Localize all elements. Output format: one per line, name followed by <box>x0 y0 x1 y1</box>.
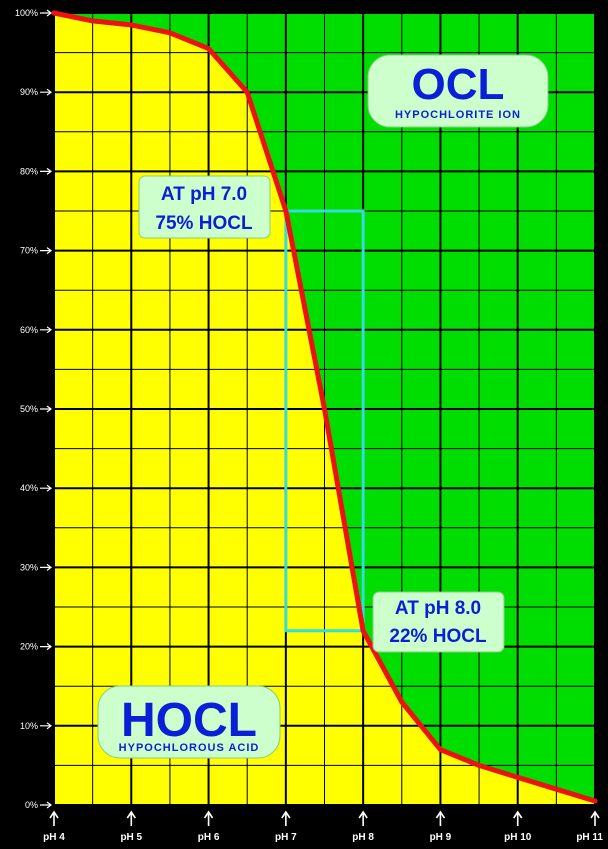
y-tick-arrow <box>40 247 52 255</box>
y-tick-arrow <box>40 405 52 413</box>
callout-ph8-line2: 22% HOCL <box>389 626 487 647</box>
hocl-curve <box>51 10 598 804</box>
highlight-box <box>284 209 365 633</box>
callout-ph7-line1: AT pH 7.0 <box>161 184 247 205</box>
y-tick-arrow <box>40 9 52 17</box>
y-tick-arrow <box>40 326 52 334</box>
x-tick-arrow <box>281 810 291 826</box>
x-tick-label: pH 8 <box>352 832 374 843</box>
ocl-label: OCL HYPOCHLORITE ION <box>367 54 549 128</box>
ocl-subtitle: HYPOCHLORITE ION <box>395 109 521 121</box>
x-tick-label: pH 6 <box>198 832 220 843</box>
x-tick-arrow <box>126 810 136 826</box>
y-tick-label: 50% <box>20 404 38 414</box>
y-tick-label: 10% <box>20 721 38 731</box>
x-axis: pH 4 pH 5 pH 6 pH 7 pH 8 pH 9 pH 10 pH 11 <box>43 810 603 843</box>
y-tick-label: 90% <box>20 87 38 97</box>
y-tick-arrow <box>40 167 52 175</box>
y-tick-arrow <box>40 722 52 730</box>
hocl-subtitle: HYPOCHLOROUS ACID <box>119 742 260 754</box>
y-tick-label: 80% <box>20 166 38 176</box>
x-tick-arrow <box>590 810 600 826</box>
x-tick-arrow <box>435 810 446 826</box>
y-tick-arrow <box>40 484 52 492</box>
x-tick-label: pH 4 <box>43 832 65 843</box>
y-tick-label: 30% <box>20 562 38 572</box>
callout-ph7-line2: 75% HOCL <box>155 213 253 234</box>
x-tick-arrow <box>513 810 523 826</box>
x-tick-arrow <box>358 810 368 826</box>
callout-ph8: AT pH 8.0 22% HOCL <box>372 591 505 653</box>
y-tick-label: 60% <box>20 325 38 335</box>
y-tick-label: 20% <box>20 642 38 652</box>
y-tick-label: 100% <box>15 8 38 18</box>
plot-frame <box>53 12 596 806</box>
y-tick-label: 40% <box>20 483 38 493</box>
x-tick-label: pH 11 <box>576 832 603 843</box>
y-tick-label: 70% <box>20 246 38 256</box>
y-tick-label: 0% <box>25 800 38 810</box>
x-tick-label: pH 10 <box>504 832 532 843</box>
ocl-title: OCL <box>412 60 505 109</box>
x-tick-arrow <box>203 810 214 826</box>
y-tick-arrow <box>40 563 52 571</box>
y-axis: 0% 10% 20% 30% 40% 50% 60% 70% 80% 90% 100% <box>15 8 52 810</box>
x-tick-arrow <box>49 810 59 826</box>
x-tick-label: pH 5 <box>120 832 142 843</box>
hocl-label: HOCL HYPOCHLOROUS ACID <box>97 685 281 759</box>
x-tick-label: pH 9 <box>430 832 452 843</box>
callout-ph7: AT pH 7.0 75% HOCL <box>138 175 271 239</box>
y-tick-arrow <box>40 643 52 651</box>
hocl-title: HOCL <box>121 694 257 747</box>
x-tick-label: pH 7 <box>275 832 297 843</box>
y-tick-arrow <box>40 801 52 809</box>
y-tick-arrow <box>40 88 52 96</box>
callout-ph8-line1: AT pH 8.0 <box>395 598 481 619</box>
